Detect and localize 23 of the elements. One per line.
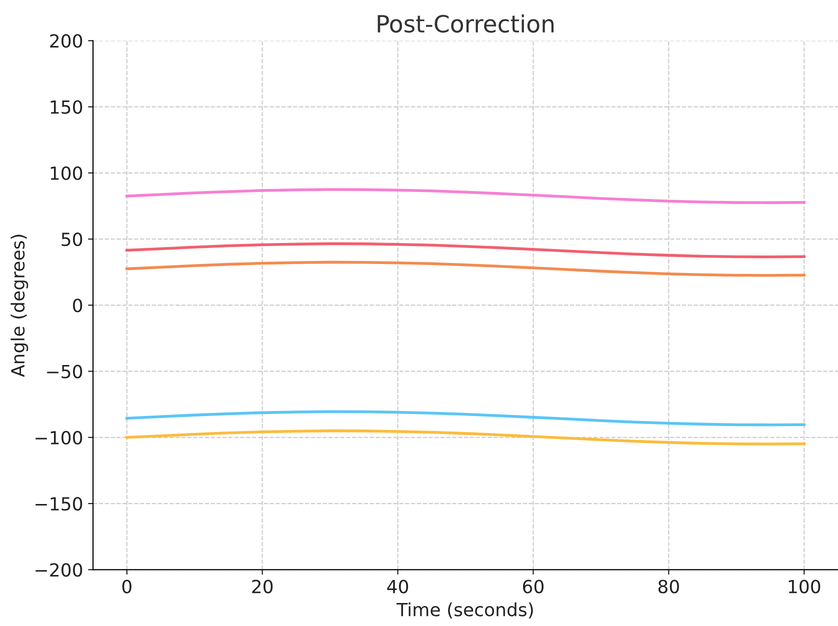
x-tick-label: 80	[658, 580, 679, 594]
line-series	[125, 242, 806, 258]
line-series	[125, 410, 806, 426]
y-tick-label: −100	[36, 430, 82, 445]
x-axis-title: Time (seconds)	[396, 602, 533, 619]
y-tick-label: −200	[36, 563, 82, 577]
chart-title: Post-Correction	[378, 14, 554, 33]
x-tick-label: 100	[788, 580, 820, 594]
y-axis-title: Angle (degrees)	[10, 234, 28, 377]
y-tick-label: 150	[50, 100, 82, 114]
x-tick-label: 40	[387, 580, 408, 594]
y-tick-label: −50	[47, 364, 82, 378]
x-tick-label: 60	[523, 580, 544, 594]
line-series	[125, 188, 806, 204]
x-tick-label: 20	[252, 580, 273, 594]
line-series	[125, 429, 806, 446]
y-tick-label: −150	[36, 497, 82, 511]
line-series	[125, 260, 806, 277]
y-tick-label: 0	[73, 298, 82, 312]
x-tick-label: 0	[122, 580, 132, 594]
y-tick-label: 50	[62, 232, 82, 246]
y-tick-label: 200	[50, 34, 82, 48]
y-tick-label: 100	[50, 166, 82, 180]
